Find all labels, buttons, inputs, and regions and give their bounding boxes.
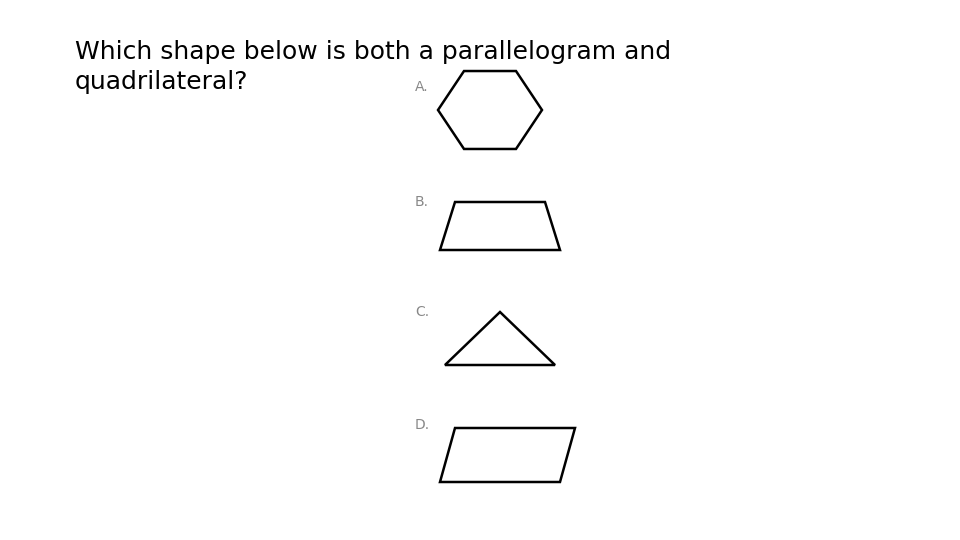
Text: A.: A. <box>415 80 428 94</box>
Text: Which shape below is both a parallelogram and: Which shape below is both a parallelogra… <box>75 40 671 64</box>
Text: D.: D. <box>415 418 430 432</box>
Text: C.: C. <box>415 305 429 319</box>
Text: quadrilateral?: quadrilateral? <box>75 70 249 94</box>
Text: B.: B. <box>415 195 429 209</box>
